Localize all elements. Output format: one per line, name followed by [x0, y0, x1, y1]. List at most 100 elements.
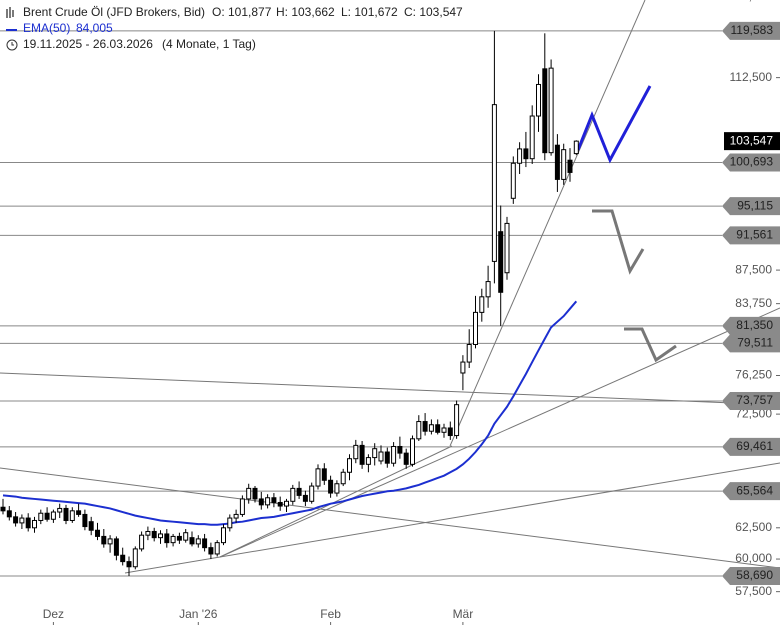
level-label: 119,583 — [731, 23, 774, 37]
candle-body — [57, 507, 63, 513]
candle-body — [126, 561, 132, 568]
candle-body — [561, 149, 567, 180]
candle-body — [473, 311, 478, 345]
date-range: 19.11.2025 - 26.03.2026 — [23, 37, 153, 51]
candle-body — [435, 424, 441, 433]
x-tick-label: Feb — [320, 607, 341, 621]
y-tick-label: 87,500 — [735, 262, 772, 276]
y-tick-label: 62,500 — [735, 520, 772, 534]
candle-body — [25, 517, 31, 529]
y-tick-label: 83,750 — [735, 296, 772, 310]
candle-body — [510, 162, 516, 199]
level-label: 100,693 — [730, 155, 774, 169]
x-tick-label: Dez — [43, 607, 64, 621]
y-tick-label: 60,000 — [735, 551, 772, 565]
y-tick-label: 76,250 — [735, 368, 772, 382]
candle-body — [176, 535, 182, 541]
candle-body — [466, 343, 472, 363]
candle-body — [542, 68, 548, 154]
candle-body — [195, 538, 201, 545]
candle-body — [523, 148, 529, 160]
candle-body — [170, 535, 176, 544]
candle-body — [227, 517, 233, 529]
candle-body — [221, 527, 226, 544]
candle-body — [19, 517, 25, 524]
candle-body — [107, 538, 113, 545]
candle-body — [454, 404, 460, 437]
candle-body — [82, 513, 88, 528]
candle-body — [13, 516, 19, 524]
last-price-tag — [724, 132, 780, 151]
level-tag — [722, 391, 780, 410]
level-label: 65,564 — [736, 483, 773, 497]
candle-body — [164, 533, 170, 544]
candle-body — [189, 537, 195, 545]
candle-body — [567, 159, 573, 173]
level-tag — [722, 197, 780, 216]
candle-body — [372, 448, 378, 459]
level-tag — [722, 226, 780, 245]
candle-body — [88, 521, 94, 531]
x-tick-label: Mär — [453, 607, 474, 621]
level-tag — [722, 153, 780, 172]
candle-body — [271, 497, 277, 503]
candle-body — [416, 421, 422, 440]
candle-body — [548, 67, 554, 154]
quote-high: H: 103,662 — [276, 5, 335, 19]
candle-body — [410, 438, 415, 465]
candle-body — [460, 361, 466, 374]
level-tag — [722, 21, 780, 40]
y-tick-label: 112,500 — [730, 70, 773, 84]
candle-body — [365, 457, 371, 465]
candle-body — [290, 487, 296, 502]
candle-body — [321, 468, 327, 481]
candle-body — [95, 529, 100, 537]
underlay — [0, 30, 722, 577]
candle-body — [359, 444, 365, 465]
level-label: 81,350 — [736, 318, 773, 332]
y-tick-label: 125,000 — [729, 0, 773, 3]
level-tag — [722, 566, 780, 585]
candle-body — [214, 542, 220, 555]
last-price-label: 103,547 — [730, 133, 774, 147]
date-span: (4 Monate, 1 Tag) — [162, 37, 256, 51]
candle-body — [529, 115, 535, 160]
candle-body — [302, 494, 308, 502]
candle-body — [347, 458, 352, 473]
projection-arrows — [576, 85, 677, 363]
candle-body — [0, 506, 6, 512]
candle-body — [296, 487, 302, 496]
candle-body — [252, 487, 258, 500]
candle-body — [246, 487, 252, 500]
candle-body — [573, 140, 579, 155]
level-label: 91,561 — [736, 228, 773, 242]
candle-body — [315, 468, 321, 487]
instrument-name: Brent Crude Öl (JFD Brokers, Bid) — [23, 5, 205, 19]
level-label: 69,461 — [736, 439, 773, 453]
candle-body — [428, 424, 434, 432]
candle-body — [44, 512, 50, 520]
candle-body — [517, 148, 523, 164]
x-tick-label: Jan '26 — [179, 607, 218, 621]
candle-body — [328, 479, 334, 494]
quote-close: C: 103,547 — [404, 5, 463, 19]
candle-body — [101, 535, 107, 545]
candle-body — [233, 513, 239, 519]
candle-body — [403, 452, 409, 465]
ema-line — [2, 300, 578, 526]
candle-body — [441, 427, 447, 433]
candle-body — [63, 507, 69, 521]
candle-body — [479, 296, 485, 313]
candle-body — [265, 497, 271, 506]
candle-body — [202, 538, 208, 549]
candle-body — [158, 533, 163, 539]
trend-lines — [0, 0, 780, 574]
candle-body — [536, 83, 541, 117]
candle-body — [50, 511, 56, 520]
candle-body — [113, 538, 119, 556]
candle-body — [309, 485, 315, 502]
candle-body — [277, 501, 283, 507]
candle-body — [334, 483, 340, 494]
level-tag — [722, 316, 780, 335]
